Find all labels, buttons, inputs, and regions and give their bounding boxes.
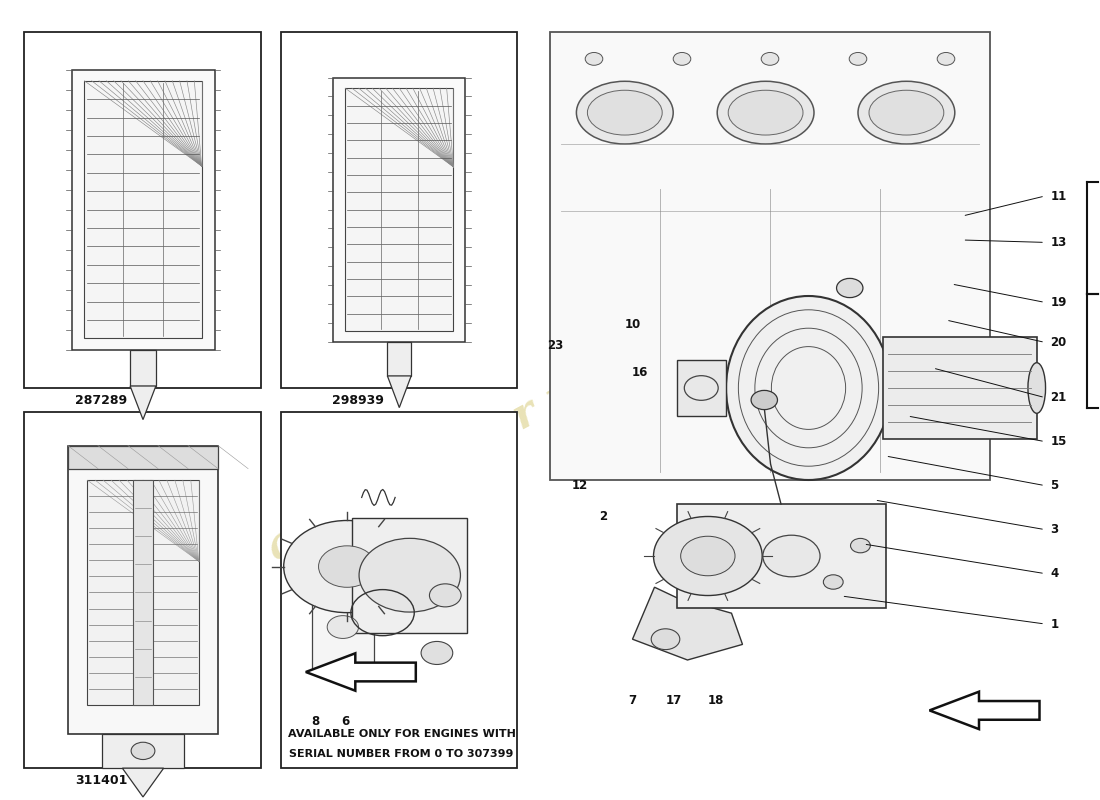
Text: 3: 3 xyxy=(1050,523,1058,536)
Circle shape xyxy=(651,629,680,650)
Circle shape xyxy=(429,584,461,607)
Ellipse shape xyxy=(858,82,955,144)
Text: 287289: 287289 xyxy=(75,394,127,406)
Polygon shape xyxy=(130,386,156,419)
Bar xyxy=(72,70,214,350)
Ellipse shape xyxy=(587,90,662,135)
Ellipse shape xyxy=(717,82,814,144)
Bar xyxy=(387,342,411,376)
Polygon shape xyxy=(122,768,164,797)
Bar xyxy=(85,81,201,338)
Polygon shape xyxy=(306,654,416,690)
Text: 18: 18 xyxy=(708,694,724,707)
Text: 311401: 311401 xyxy=(75,774,128,786)
Circle shape xyxy=(653,517,762,595)
Polygon shape xyxy=(387,376,411,408)
Circle shape xyxy=(327,616,359,638)
Ellipse shape xyxy=(576,82,673,144)
Text: 4: 4 xyxy=(1050,567,1058,580)
Text: 6: 6 xyxy=(341,715,350,728)
Text: a passion for parts: a passion for parts xyxy=(260,327,664,569)
Bar xyxy=(333,78,465,342)
Circle shape xyxy=(937,53,955,66)
Bar xyxy=(133,480,153,705)
Text: 298939: 298939 xyxy=(332,394,384,406)
Bar xyxy=(68,446,218,469)
Circle shape xyxy=(319,546,375,587)
Text: 12: 12 xyxy=(572,479,587,492)
Bar xyxy=(24,412,261,768)
Circle shape xyxy=(284,521,410,613)
Circle shape xyxy=(763,535,821,577)
Bar xyxy=(101,734,185,768)
Bar xyxy=(352,518,468,633)
Bar xyxy=(130,350,156,386)
Ellipse shape xyxy=(726,296,891,480)
Bar xyxy=(24,32,261,388)
Circle shape xyxy=(850,538,870,553)
Bar xyxy=(68,446,218,734)
Text: SERIAL NUMBER FROM 0 TO 307399: SERIAL NUMBER FROM 0 TO 307399 xyxy=(289,749,514,758)
Bar xyxy=(676,504,886,608)
Bar xyxy=(280,412,517,768)
Circle shape xyxy=(359,538,461,612)
Circle shape xyxy=(751,390,778,410)
Text: 5: 5 xyxy=(1050,479,1058,492)
Bar xyxy=(676,360,726,416)
Text: 10: 10 xyxy=(625,318,640,330)
Text: 17: 17 xyxy=(667,694,682,707)
Circle shape xyxy=(673,53,691,66)
Circle shape xyxy=(849,53,867,66)
Ellipse shape xyxy=(728,90,803,135)
Text: 20: 20 xyxy=(1050,336,1067,349)
Polygon shape xyxy=(632,587,743,660)
Circle shape xyxy=(836,278,864,298)
Bar xyxy=(550,32,990,480)
Text: 13: 13 xyxy=(1050,236,1067,249)
Text: 8: 8 xyxy=(311,715,320,728)
Text: 21: 21 xyxy=(1050,391,1067,404)
Text: 1: 1 xyxy=(1050,618,1058,630)
Circle shape xyxy=(761,53,779,66)
Text: 23: 23 xyxy=(548,339,563,352)
Bar xyxy=(280,32,517,388)
Text: 11: 11 xyxy=(1050,190,1067,202)
Text: 2: 2 xyxy=(598,510,607,523)
Circle shape xyxy=(131,742,155,759)
Circle shape xyxy=(824,574,844,589)
Ellipse shape xyxy=(869,90,944,135)
Text: 19: 19 xyxy=(1050,296,1067,309)
Circle shape xyxy=(681,536,735,576)
Circle shape xyxy=(585,53,603,66)
Text: 16: 16 xyxy=(632,366,648,379)
Bar xyxy=(345,88,453,331)
Text: 15: 15 xyxy=(1050,435,1067,448)
Bar xyxy=(87,480,199,705)
Text: AVAILABLE ONLY FOR ENGINES WITH: AVAILABLE ONLY FOR ENGINES WITH xyxy=(287,729,516,738)
Polygon shape xyxy=(930,692,1040,729)
Circle shape xyxy=(421,642,453,665)
Bar xyxy=(882,338,1036,438)
Bar xyxy=(311,584,374,670)
Ellipse shape xyxy=(1027,362,1045,414)
Text: 7: 7 xyxy=(628,694,637,707)
